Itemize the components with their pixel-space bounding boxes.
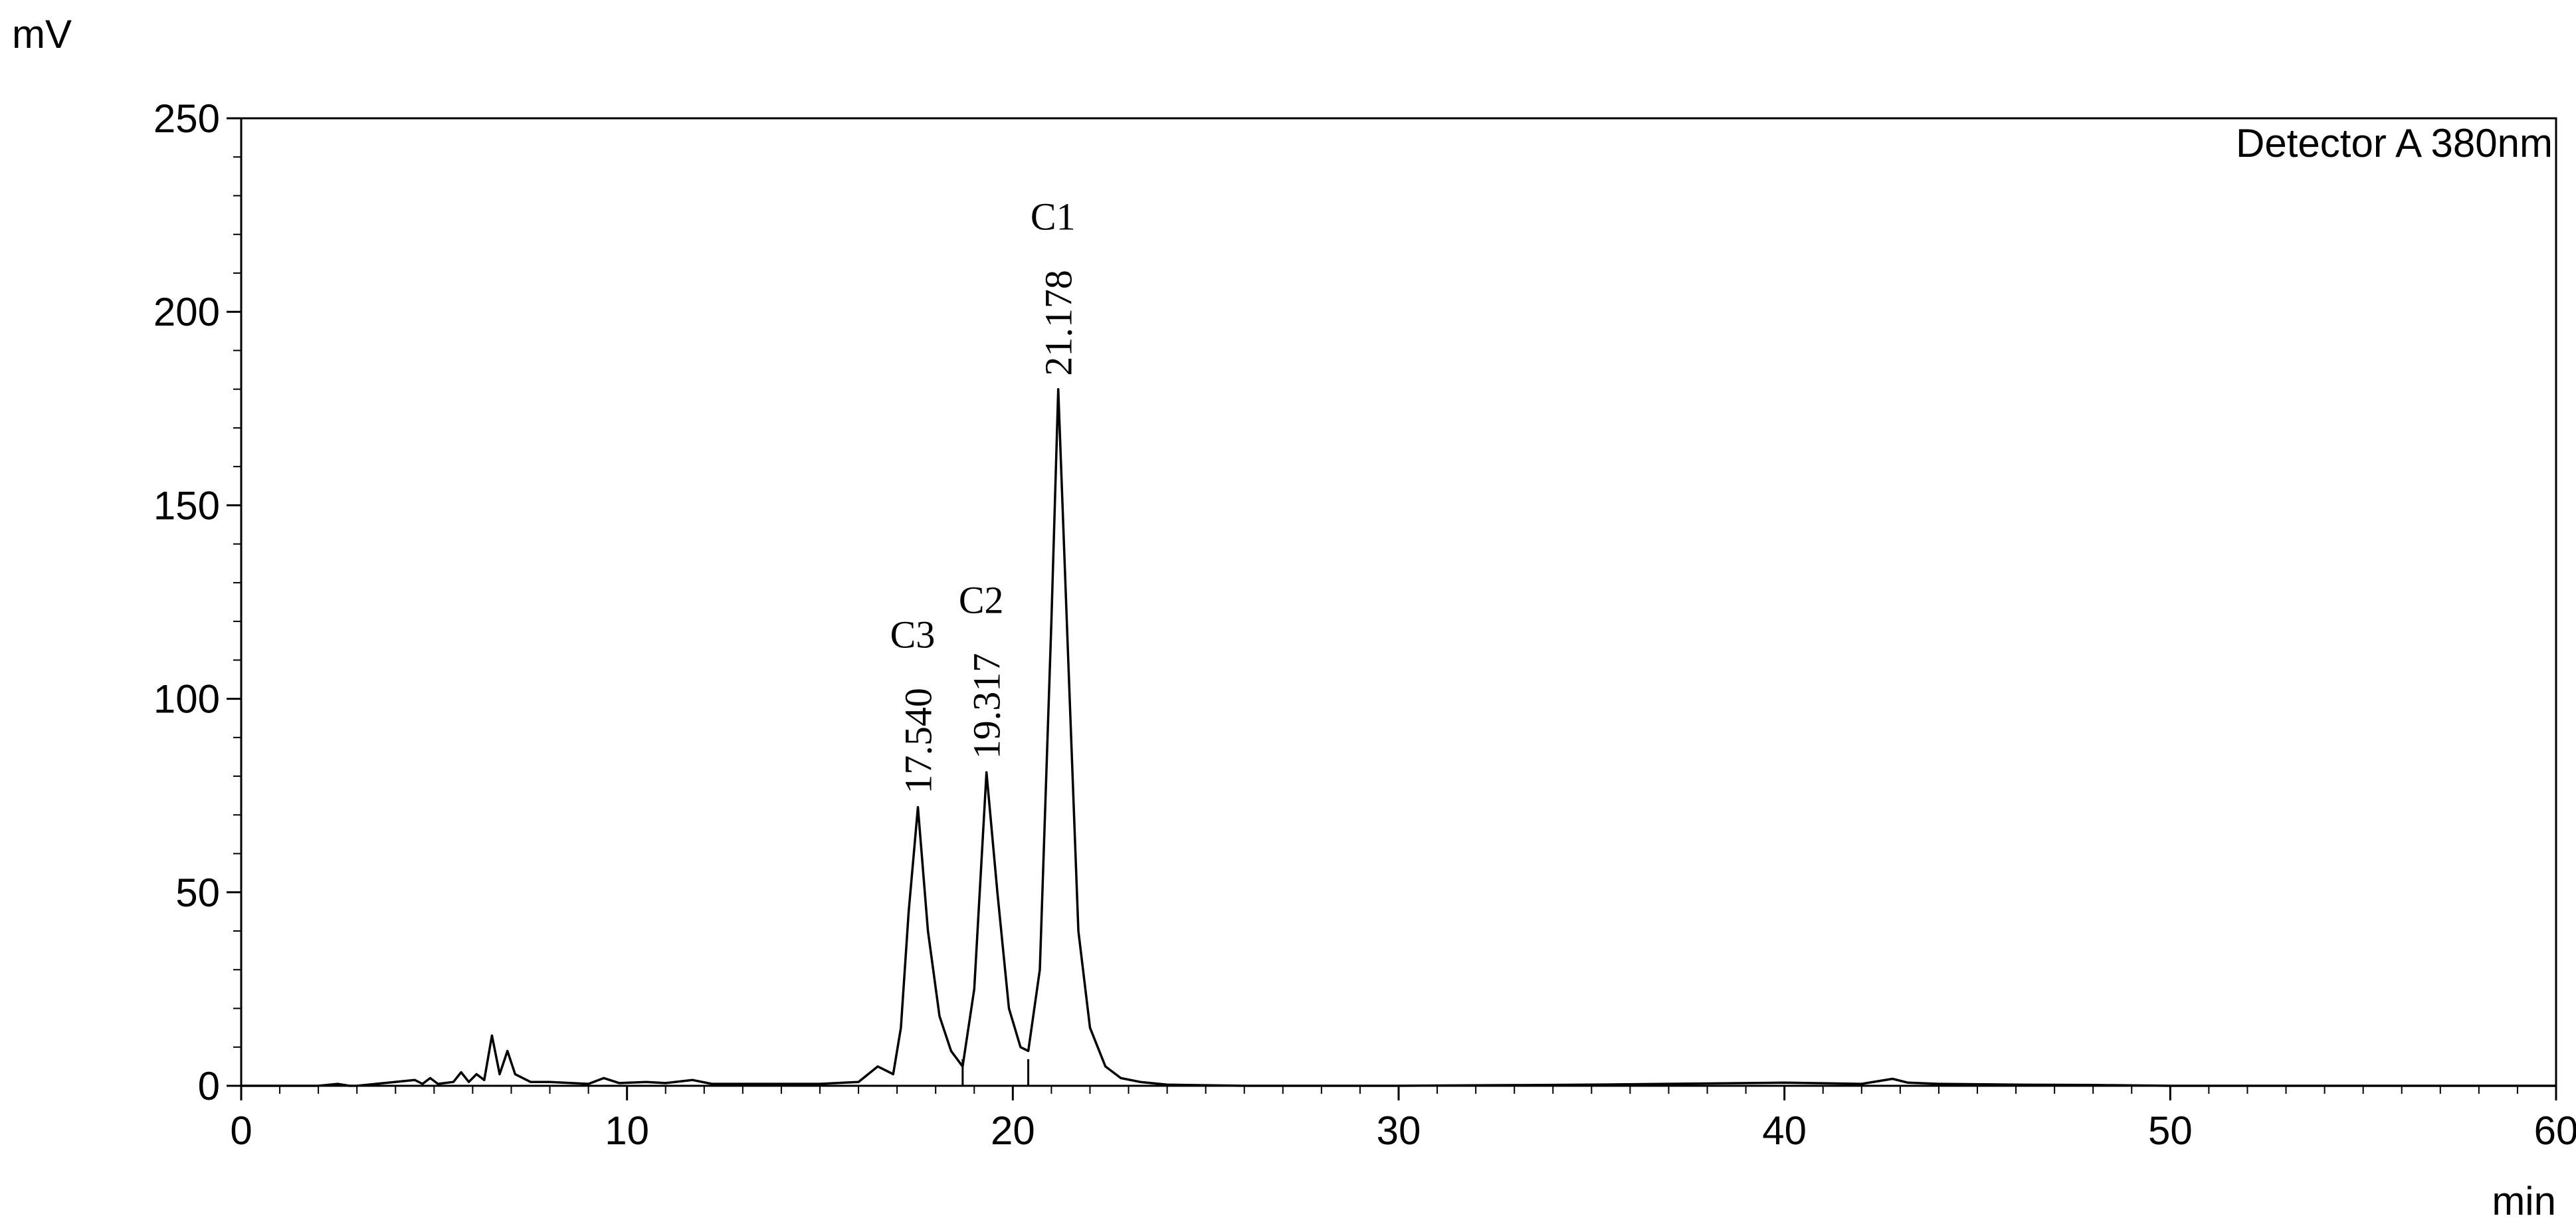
y-axis-label: mV — [12, 12, 72, 56]
peak-name: C1 — [1031, 195, 1076, 239]
x-tick-label: 60 — [2534, 1108, 2576, 1153]
x-tick-label: 10 — [605, 1108, 649, 1153]
detector-label: Detector A 380nm — [2236, 121, 2553, 165]
x-tick-label: 0 — [230, 1108, 252, 1153]
retention-time-label: 21.178 — [1037, 270, 1080, 376]
y-tick-label: 250 — [153, 96, 220, 141]
y-tick-label: 150 — [153, 483, 220, 528]
peak-name: C3 — [890, 613, 936, 657]
retention-time-label: 17.540 — [896, 688, 940, 794]
y-tick-label: 50 — [175, 870, 220, 915]
peak-name: C2 — [959, 578, 1004, 621]
retention-time-label: 19.317 — [965, 653, 1009, 760]
y-tick-label: 0 — [198, 1064, 220, 1108]
y-tick-label: 100 — [153, 677, 220, 722]
x-tick-label: 20 — [991, 1108, 1035, 1153]
x-tick-label: 40 — [1762, 1108, 1807, 1153]
plot-frame — [240, 117, 2557, 1087]
x-tick-label: 30 — [1377, 1108, 1421, 1153]
x-tick-label: 50 — [2148, 1108, 2193, 1153]
x-axis-label: min — [2492, 1179, 2556, 1223]
y-tick-label: 200 — [153, 290, 220, 334]
chromatogram-line — [241, 387, 2556, 1087]
